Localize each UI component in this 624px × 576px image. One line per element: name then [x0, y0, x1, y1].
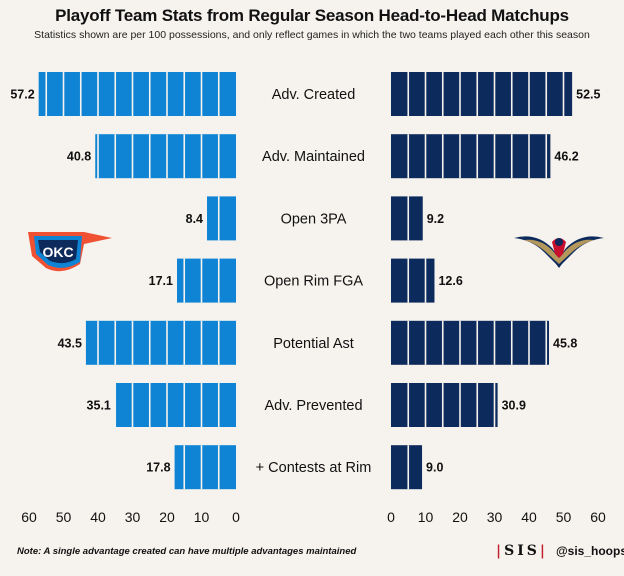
- bar: [391, 383, 498, 427]
- data-label: 17.8: [146, 461, 170, 475]
- data-label: 8.4: [186, 212, 203, 226]
- right-axis-tick-label: 40: [521, 509, 537, 525]
- brand: |SIS| @sis_hoops: [496, 538, 624, 564]
- bar: [85, 320, 236, 365]
- bar: [95, 134, 237, 179]
- bar: [177, 258, 236, 303]
- sis-logo-text: SIS: [504, 543, 540, 559]
- bar: [391, 320, 550, 365]
- category-label: Open 3PA: [281, 211, 347, 227]
- bar: [38, 72, 236, 116]
- left-axis-tick-label: 0: [232, 509, 240, 525]
- right-axis-tick-label: 10: [418, 509, 434, 525]
- right-axis-tick-label: 60: [590, 509, 606, 525]
- category-label: Adv. Prevented: [264, 398, 362, 414]
- left-axis-tick-label: 60: [21, 509, 37, 525]
- bar: [391, 196, 423, 241]
- left-axis-tick-label: 50: [56, 509, 72, 525]
- category-label: Open Rim FGA: [264, 274, 363, 290]
- brand-handle: @sis_hoops: [555, 544, 624, 558]
- okc-logo-text: OKC: [42, 244, 73, 260]
- right-axis-tick-label: 0: [387, 509, 395, 525]
- chart-note: Note: A single advantage created can hav…: [17, 546, 357, 557]
- data-label: 57.2: [10, 88, 34, 102]
- left-axis-tick-label: 40: [90, 509, 106, 525]
- data-label: 45.8: [553, 336, 577, 350]
- left-axis-tick-label: 10: [194, 509, 210, 525]
- bar: [207, 196, 236, 241]
- data-label: 9.2: [427, 212, 444, 226]
- bar: [391, 134, 551, 179]
- bar: [391, 72, 573, 116]
- category-label: Potential Ast: [273, 336, 354, 352]
- chart-title: Playoff Team Stats from Regular Season H…: [55, 6, 569, 25]
- pelicans-logo-icon: [514, 236, 604, 268]
- bar: [114, 383, 236, 427]
- data-label: 12.6: [438, 274, 462, 288]
- data-label: 35.1: [87, 399, 111, 413]
- sis-logo: |SIS|: [496, 543, 548, 559]
- data-label: 43.5: [58, 336, 82, 350]
- data-label: 52.5: [576, 88, 600, 102]
- right-axis-tick-label: 30: [487, 509, 503, 525]
- right-axis-tick-label: 50: [556, 509, 572, 525]
- data-label: 30.9: [502, 399, 526, 413]
- data-label: 46.2: [554, 150, 578, 164]
- left-axis-tick-label: 20: [159, 509, 175, 525]
- chart-subtitle: Statistics shown are per 100 possessions…: [34, 29, 590, 41]
- data-label: 17.1: [149, 274, 173, 288]
- category-label: Adv. Maintained: [262, 149, 365, 165]
- data-label: 9.0: [426, 461, 443, 475]
- category-label: + Contests at Rim: [256, 460, 372, 476]
- bar: [391, 258, 435, 303]
- left-axis-tick-label: 30: [125, 509, 141, 525]
- bar: [391, 445, 423, 490]
- okc-thunder-logo-icon: OKC: [28, 232, 112, 272]
- data-label: 40.8: [67, 150, 91, 164]
- category-label: Adv. Created: [272, 87, 356, 103]
- right-axis-tick-label: 20: [452, 509, 468, 525]
